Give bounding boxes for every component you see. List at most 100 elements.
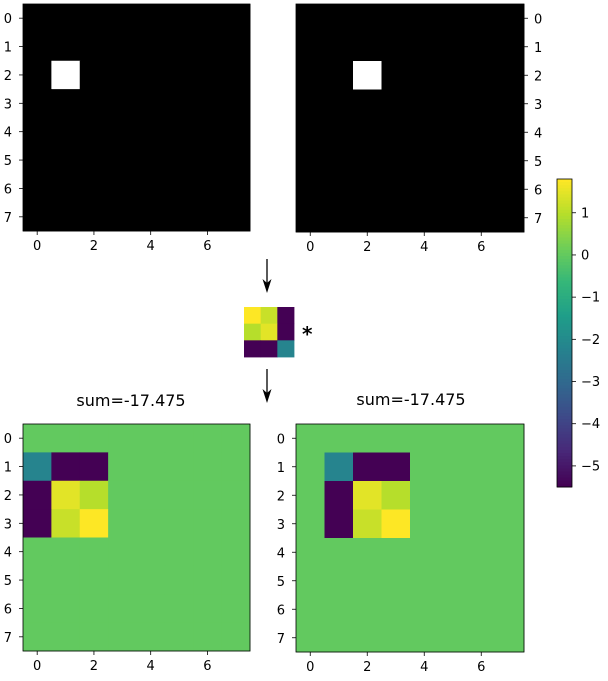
heatmap-cell (23, 174, 52, 204)
heatmap-cell (381, 538, 411, 567)
colorbar: 1 0 −1 −2 −3 −4 −5 (556, 178, 600, 488)
axes-frame (22, 3, 251, 232)
colorbar-segment (557, 182, 572, 186)
colorbar-segment (557, 225, 572, 229)
heatmap-cell (410, 4, 439, 33)
colorbar-segment (557, 296, 572, 300)
heatmap-cell (296, 452, 325, 482)
heatmap-cell (23, 622, 52, 652)
colorbar-segment (557, 397, 572, 402)
heatmap-cell (438, 203, 468, 233)
colorbar-segment (557, 191, 572, 195)
colorbar-segment (557, 311, 572, 316)
y-tick-label: 2 (277, 489, 285, 504)
colorbar-segment (557, 305, 572, 309)
heatmap-cell (136, 117, 166, 147)
colorbar-segment (557, 188, 572, 192)
colorbar-segment (557, 376, 572, 380)
heatmap-cell (23, 89, 52, 118)
y-tick-label: 5 (277, 575, 285, 590)
colorbar-segment (557, 326, 572, 331)
heatmap-cell (136, 452, 166, 482)
colorbar-segment (557, 363, 572, 368)
heatmap-cell (410, 203, 439, 233)
down-arrow-top (262, 259, 272, 293)
heatmap-cell (324, 32, 354, 62)
colorbar-segment (557, 320, 572, 325)
heatmap-cell (193, 537, 223, 567)
heatmap-cell (193, 60, 223, 90)
heatmap-cell (467, 32, 496, 62)
heatmap-cell (296, 118, 325, 147)
heatmap-cell (244, 307, 262, 325)
colorbar-segment (557, 302, 572, 306)
colorbar-segment (557, 292, 572, 297)
colorbar-segment (557, 345, 572, 349)
heatmap-cell (193, 32, 223, 62)
heatmap-cell (193, 202, 223, 232)
colorbar-tick-label: 0 (581, 248, 589, 263)
heatmap-cell (164, 537, 194, 567)
colorbar-segment (557, 354, 572, 359)
heatmap-cell (221, 480, 251, 510)
heatmap-cell (23, 565, 52, 595)
heatmap-cell (164, 32, 194, 62)
heatmap-cell (467, 595, 496, 624)
colorbar-segment (557, 283, 572, 288)
heatmap-cell (108, 174, 137, 204)
heatmap-cell (136, 145, 166, 175)
colorbar-segment (557, 425, 572, 429)
colorbar-segment (557, 212, 572, 217)
heatmap-cell (51, 4, 81, 33)
axes-frame (295, 423, 525, 653)
colorbar-segment (557, 416, 572, 420)
heatmap-cell (381, 452, 411, 482)
colorbar-segment (557, 246, 572, 251)
heatmap-cell (51, 117, 81, 147)
colorbar-segment (557, 419, 572, 423)
heatmap-cell (136, 32, 166, 62)
heatmap-cell (108, 60, 137, 90)
colorbar-segment (557, 456, 572, 460)
heatmap-cell (23, 145, 52, 175)
colorbar-segment (557, 237, 572, 242)
heatmap-cell (51, 565, 81, 595)
output-right-title: sum=-17.475 (356, 390, 465, 409)
x-tick-label: 4 (147, 659, 155, 674)
heatmap-cell (193, 509, 223, 538)
y-tick-label: 0 (277, 432, 285, 447)
heatmap-cell (193, 89, 223, 118)
x-tick-label: 4 (420, 660, 428, 675)
heatmap-cell (410, 509, 439, 539)
heatmap-cell (277, 307, 295, 325)
heatmap-cell (324, 481, 354, 510)
x-tick-label: 6 (477, 240, 485, 255)
colorbar-segment (557, 286, 572, 291)
colorbar-segment (557, 222, 572, 226)
heatmap-cell (136, 509, 166, 538)
y-tick-label: 7 (277, 632, 285, 647)
colorbar-segment (557, 265, 572, 269)
colorbar-tick-label: −2 (581, 333, 600, 348)
heatmap-cell (410, 146, 439, 176)
heatmap-cell (79, 174, 109, 204)
colorbar-tick-label: −1 (581, 291, 600, 306)
heatmap-cell (164, 424, 194, 453)
heatmap-cell (324, 89, 354, 119)
x-tick-label: 2 (363, 660, 371, 675)
heatmap-cell (324, 175, 354, 204)
heatmap-cell (410, 424, 439, 453)
heatmap-cell (136, 4, 166, 33)
heatmap-cell (51, 424, 81, 453)
heatmap-cell (221, 509, 251, 538)
colorbar-segment (557, 262, 572, 266)
output-left-title: sum=-17.475 (76, 391, 185, 410)
heatmap-cell (324, 538, 354, 567)
y-tick-label: 7 (4, 631, 12, 646)
heatmap-cell (108, 622, 137, 652)
heatmap-cell (381, 32, 411, 62)
heatmap-cell (193, 594, 223, 624)
heatmap-cell (495, 623, 525, 653)
heatmap-cell (353, 452, 382, 482)
heatmap-cell (381, 203, 411, 233)
